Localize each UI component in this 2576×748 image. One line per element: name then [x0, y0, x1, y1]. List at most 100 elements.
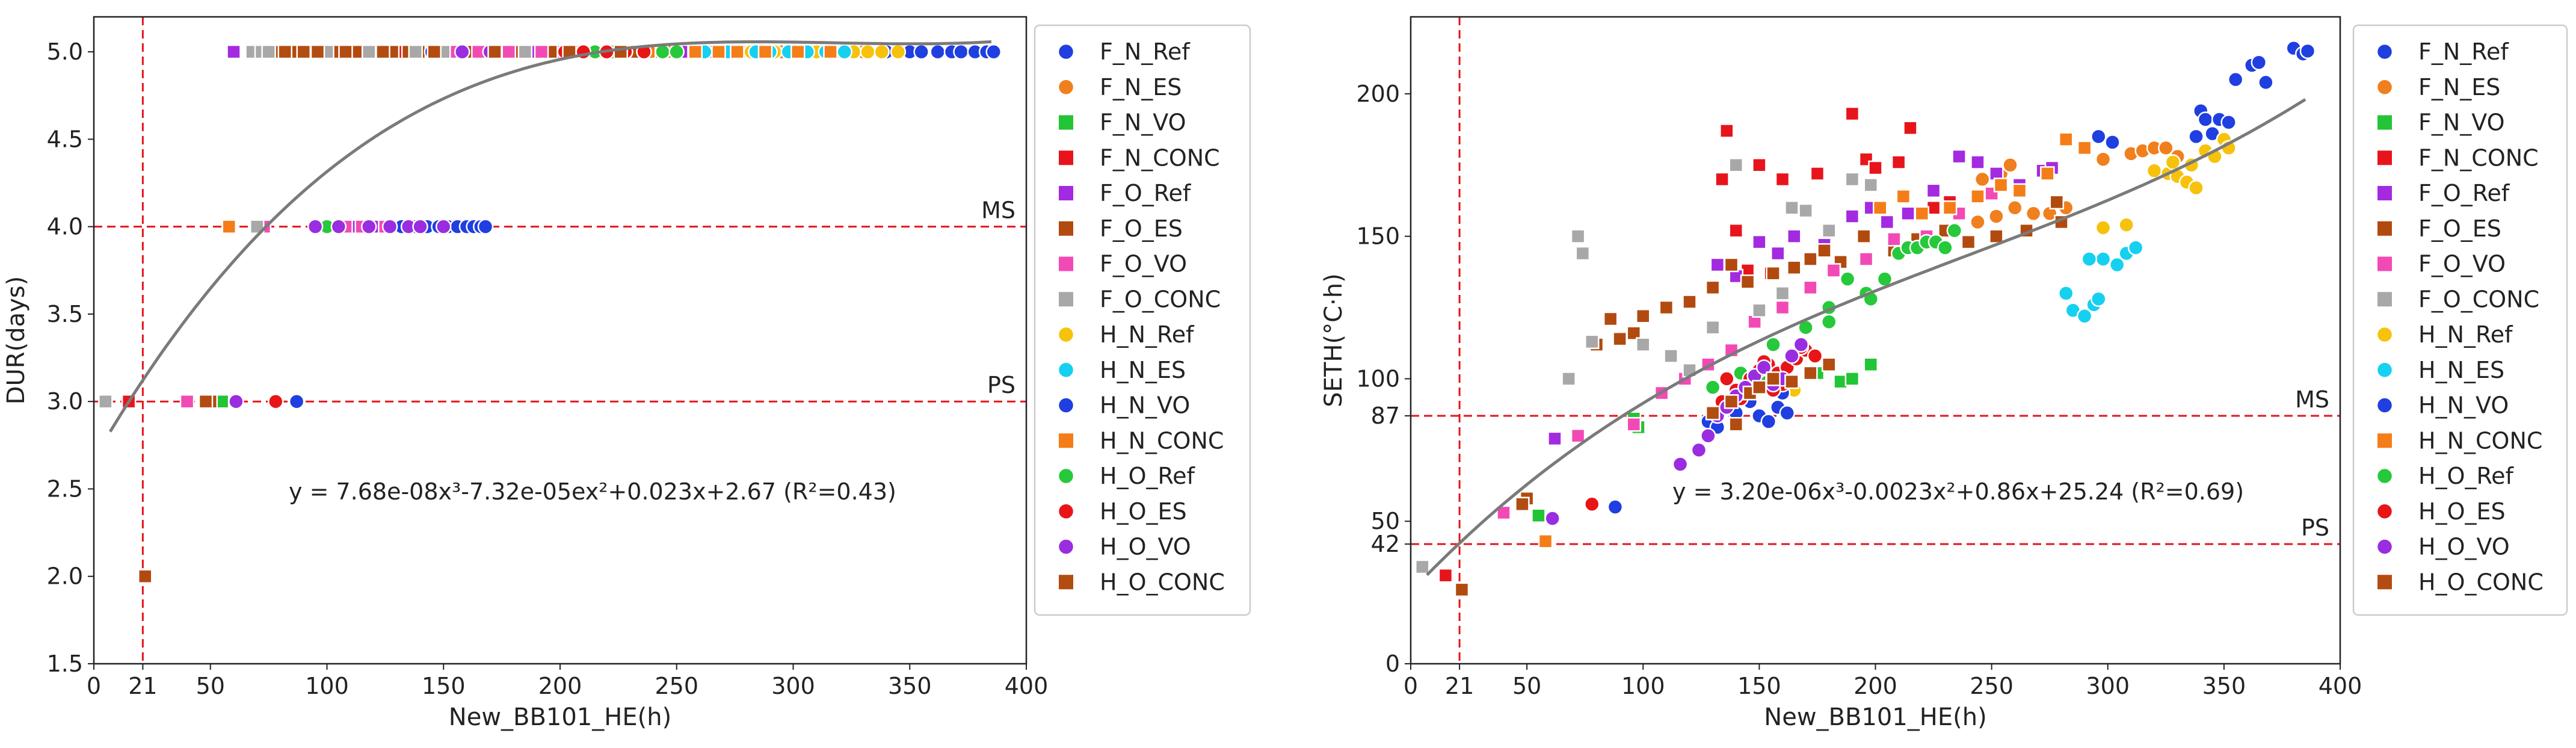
point-F_O_CONC	[1415, 559, 1430, 575]
point-F_O_ES	[1454, 582, 1470, 598]
points-layer	[98, 40, 1002, 584]
point-H_N_Ref	[2118, 217, 2134, 233]
point-F_N_ES	[1970, 214, 1986, 230]
point-F_N_Ref	[929, 43, 946, 60]
y-tick-label: 1.5	[47, 651, 83, 677]
point-H_O_VO	[361, 218, 377, 235]
legend-marker-H_N_CONC	[2377, 433, 2392, 448]
point-F_O_CONC	[261, 44, 276, 60]
legend-label-F_N_VO: F_N_VO	[2418, 110, 2505, 136]
legend-marker-F_N_ES	[1057, 78, 1075, 96]
y-tick-label: 200	[1356, 81, 1400, 107]
point-H_N_CONC	[2077, 140, 2092, 156]
point-F_N_ES	[2007, 200, 2023, 216]
legend: F_N_Ref F_N_ES F_N_VO F_N_CONC F_O_Ref F_O_ES…	[1034, 24, 1251, 616]
point-H_O_Ref	[1839, 271, 1856, 287]
x-tick-label: 0	[1404, 673, 1418, 699]
point-H_N_ES	[2081, 251, 2098, 267]
point-F_O_CONC	[1570, 229, 1586, 244]
legend-label-F_O_ES: F_O_ES	[1100, 215, 1183, 242]
point-F_O_CONC	[362, 44, 377, 60]
legend-marker-F_N_Ref	[2376, 43, 2394, 61]
x-tick-label: 50	[1512, 673, 1541, 699]
y-tick-label: 42	[1371, 531, 1400, 557]
point-F_O_CONC	[250, 219, 265, 234]
point-F_N_Ref	[913, 43, 929, 60]
point-F_O_ES	[138, 569, 153, 584]
fit-equation: y = 7.68e-08x³-7.32e-05ex²+0.023x+2.67 (…	[289, 478, 896, 505]
point-H_O_ES	[1584, 496, 1600, 513]
y-tick-label: 50	[1371, 508, 1400, 534]
point-H_N_Ref	[890, 43, 907, 60]
point-H_O_ES	[1807, 348, 1823, 364]
y-tick-label: 87	[1371, 403, 1400, 429]
x-tick-label: 400	[1005, 673, 1049, 699]
point-F_N_CONC	[1844, 106, 1860, 122]
x-axis-label: New_BB101_HE(h)	[1764, 703, 1986, 731]
y-axis-label: DUR(days)	[2, 276, 30, 405]
legend-label-F_N_Ref: F_N_Ref	[1100, 39, 1191, 65]
point-F_N_VO	[1863, 357, 1879, 372]
legend-label-F_N_CONC: F_N_CONC	[1100, 144, 1220, 171]
legend-marker-F_N_VO	[1059, 115, 1073, 130]
point-H_N_Ref	[874, 43, 890, 60]
point-H_O_Ref	[1704, 379, 1721, 395]
point-F_N_CONC	[1719, 123, 1734, 138]
point-F_O_CONC	[1585, 334, 1600, 350]
point-H_O_CONC	[1766, 371, 1781, 386]
point-F_N_CONC	[1868, 160, 1883, 176]
point-H_N_ES	[2109, 256, 2125, 273]
point-F_O_Ref	[1879, 214, 1895, 230]
legend-marker-F_N_CONC	[2377, 150, 2392, 165]
point-F_O_ES	[1740, 274, 1755, 289]
point-H_O_VO	[330, 218, 347, 235]
point-H_O_VO	[228, 393, 244, 410]
point-F_O_CONC	[1775, 286, 1790, 301]
point-F_O_CONC	[1575, 246, 1591, 261]
point-F_O_CONC	[1636, 337, 1651, 352]
point-H_O_Ref	[1946, 222, 1963, 239]
y-tick-label: 2.5	[47, 475, 83, 502]
x-tick-label: 100	[1621, 673, 1665, 699]
fit-curve	[108, 40, 992, 433]
y-tick-label: 5.0	[47, 39, 83, 65]
legend-marker-H_N_Ref	[2376, 326, 2394, 344]
x-tick-label: 300	[2086, 673, 2130, 699]
legend-marker-F_N_CONC	[1059, 150, 1073, 165]
point-H_N_VO	[288, 393, 305, 410]
legend-marker-H_O_VO	[2376, 538, 2394, 555]
legend-marker-F_N_VO	[2377, 115, 2392, 130]
point-F_O_ES	[1766, 265, 1781, 281]
fit-equation: y = 3.20e-06x³-0.0023x²+0.86x+25.24 (R²=…	[1672, 478, 2244, 505]
legend-label-F_O_Ref: F_O_Ref	[1100, 180, 1192, 206]
threshold-label-ps: PS	[2301, 515, 2329, 541]
point-H_N_Ref	[2146, 162, 2163, 179]
point-F_N_CONC	[1438, 567, 1453, 583]
points-layer	[1415, 40, 2316, 598]
point-H_N_VO	[1779, 405, 1795, 421]
point-F_O_Ref	[1952, 149, 1967, 164]
point-F_N_Ref	[2251, 54, 2267, 71]
point-F_O_ES	[1787, 260, 1802, 275]
point-F_O_VO	[501, 44, 516, 60]
point-F_N_CONC	[1903, 120, 1918, 135]
legend-label-H_O_VO: H_O_VO	[1100, 534, 1191, 560]
point-H_O_VO	[1672, 456, 1689, 472]
point-F_O_VO	[1858, 252, 1874, 267]
x-tick-label: 350	[888, 673, 932, 699]
point-H_N_CONC	[2058, 132, 2074, 147]
point-H_O_CONC	[1752, 380, 1767, 395]
point-F_O_ES	[1603, 311, 1618, 327]
legend-label-H_O_VO: H_O_VO	[2418, 534, 2510, 560]
point-H_O_VO	[1755, 359, 1772, 376]
point-H_N_CONC	[1872, 200, 1888, 215]
point-H_N_ES	[2091, 291, 2107, 308]
point-F_O_CONC	[1784, 200, 1799, 215]
point-H_O_VO	[1784, 348, 1800, 364]
point-F_O_VO	[179, 394, 195, 409]
legend-label-F_O_Ref: F_O_Ref	[2418, 180, 2510, 206]
legend-marker-F_O_VO	[1059, 256, 1073, 271]
y-tick-label: 3.5	[47, 301, 83, 327]
legend-marker-H_O_CONC	[1059, 575, 1073, 590]
